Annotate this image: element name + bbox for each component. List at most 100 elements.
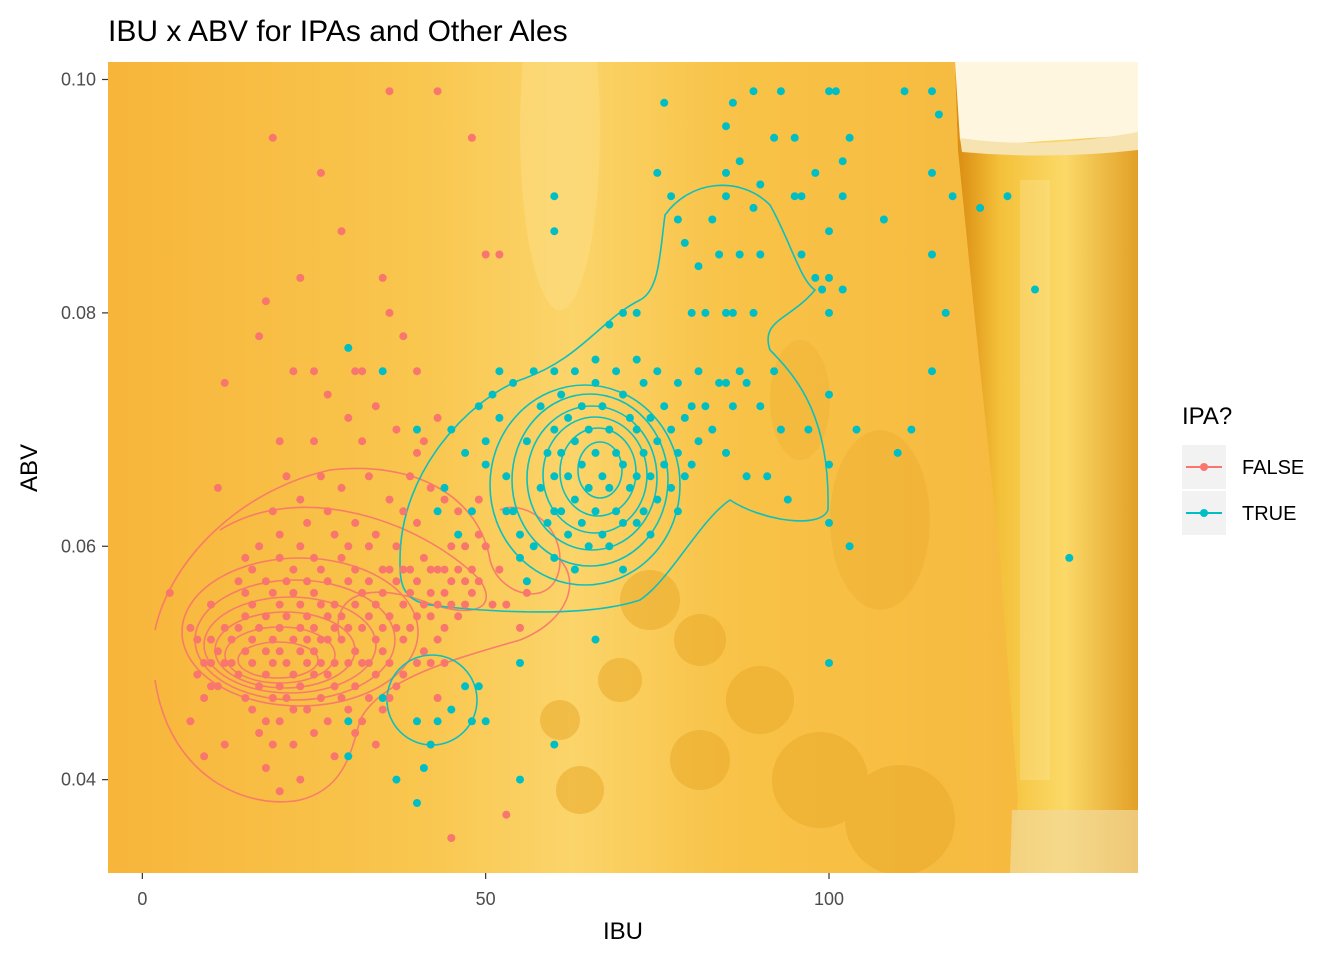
point-false: [502, 600, 511, 609]
point-false: [399, 635, 408, 644]
hop-illustration: [540, 340, 955, 873]
point-false: [364, 577, 373, 586]
point-false: [316, 565, 325, 574]
point-false: [371, 402, 380, 411]
point-true: [632, 472, 641, 481]
point-true: [790, 192, 799, 201]
x-axis-title: IBU: [603, 918, 643, 945]
point-false: [474, 495, 483, 504]
point-false: [399, 600, 408, 609]
point-false: [275, 553, 284, 562]
point-true: [467, 507, 476, 516]
point-true: [564, 472, 573, 481]
point-true: [454, 530, 463, 539]
point-false: [282, 694, 291, 702]
point-false: [399, 670, 408, 679]
point-false: [268, 133, 277, 142]
point-false: [378, 273, 387, 282]
point-true: [811, 273, 820, 282]
point-false: [213, 483, 222, 492]
point-false: [440, 623, 449, 632]
point-true: [564, 530, 573, 539]
point-true: [1031, 285, 1039, 294]
point-true: [413, 425, 421, 434]
point-false: [261, 612, 270, 621]
point-true: [557, 507, 566, 516]
point-true: [632, 425, 641, 434]
point-false: [392, 542, 401, 551]
point-false: [255, 542, 264, 551]
legend-item-true: TRUE: [1182, 491, 1296, 535]
point-false: [413, 518, 421, 527]
point-true: [605, 483, 614, 492]
point-false: [351, 565, 360, 574]
point-true: [625, 483, 634, 492]
point-true: [673, 448, 682, 457]
point-true: [797, 192, 806, 201]
point-false: [303, 635, 312, 644]
point-true: [570, 367, 579, 376]
point-false: [255, 682, 264, 691]
point-true: [639, 378, 648, 387]
point-false: [310, 553, 318, 562]
point-false: [275, 717, 284, 726]
point-false: [200, 659, 209, 667]
point-false: [454, 565, 463, 574]
point-false: [447, 834, 456, 842]
chart-title: IBU x ABV for IPAs and Other Ales: [108, 15, 568, 48]
point-true: [516, 775, 524, 784]
point-true: [680, 238, 689, 247]
point-true: [509, 507, 518, 516]
point-true: [879, 215, 888, 224]
point-true: [481, 717, 490, 726]
point-false: [461, 600, 470, 609]
point-false: [255, 623, 264, 632]
point-true: [591, 635, 600, 644]
point-true: [797, 250, 806, 259]
point-true: [632, 518, 641, 527]
point-false: [344, 577, 353, 586]
point-true: [529, 367, 538, 376]
point-false: [289, 705, 298, 714]
point-true: [639, 448, 648, 457]
point-true: [488, 390, 497, 399]
point-true: [440, 483, 449, 492]
point-true: [474, 682, 483, 691]
point-true: [495, 413, 504, 422]
point-true: [749, 87, 758, 96]
point-true: [845, 542, 854, 551]
point-false: [268, 659, 277, 667]
point-false: [433, 565, 442, 574]
point-false: [310, 647, 318, 656]
point-false: [289, 670, 298, 679]
point-false: [255, 332, 264, 341]
point-true: [619, 390, 627, 399]
point-false: [220, 623, 229, 632]
point-true: [783, 495, 792, 504]
point-false: [316, 635, 325, 644]
point-true: [742, 378, 751, 387]
point-false: [227, 659, 236, 667]
point-false: [440, 588, 449, 597]
point-false: [378, 588, 387, 597]
point-false: [241, 553, 250, 562]
point-true: [550, 740, 559, 749]
point-true: [928, 87, 936, 96]
point-false: [488, 600, 497, 609]
y-axis-title: ABV: [16, 444, 43, 492]
point-false: [275, 600, 284, 609]
point-false: [392, 623, 401, 632]
point-false: [330, 752, 339, 761]
point-true: [825, 273, 833, 282]
point-false: [330, 600, 339, 609]
point-false: [440, 565, 449, 574]
point-true: [825, 87, 833, 96]
point-false: [440, 495, 449, 504]
point-true: [708, 215, 717, 224]
point-true: [461, 448, 470, 457]
point-true: [694, 437, 703, 446]
point-true: [516, 530, 524, 539]
point-true: [694, 367, 703, 376]
point-true: [708, 425, 717, 434]
point-true: [598, 402, 607, 411]
